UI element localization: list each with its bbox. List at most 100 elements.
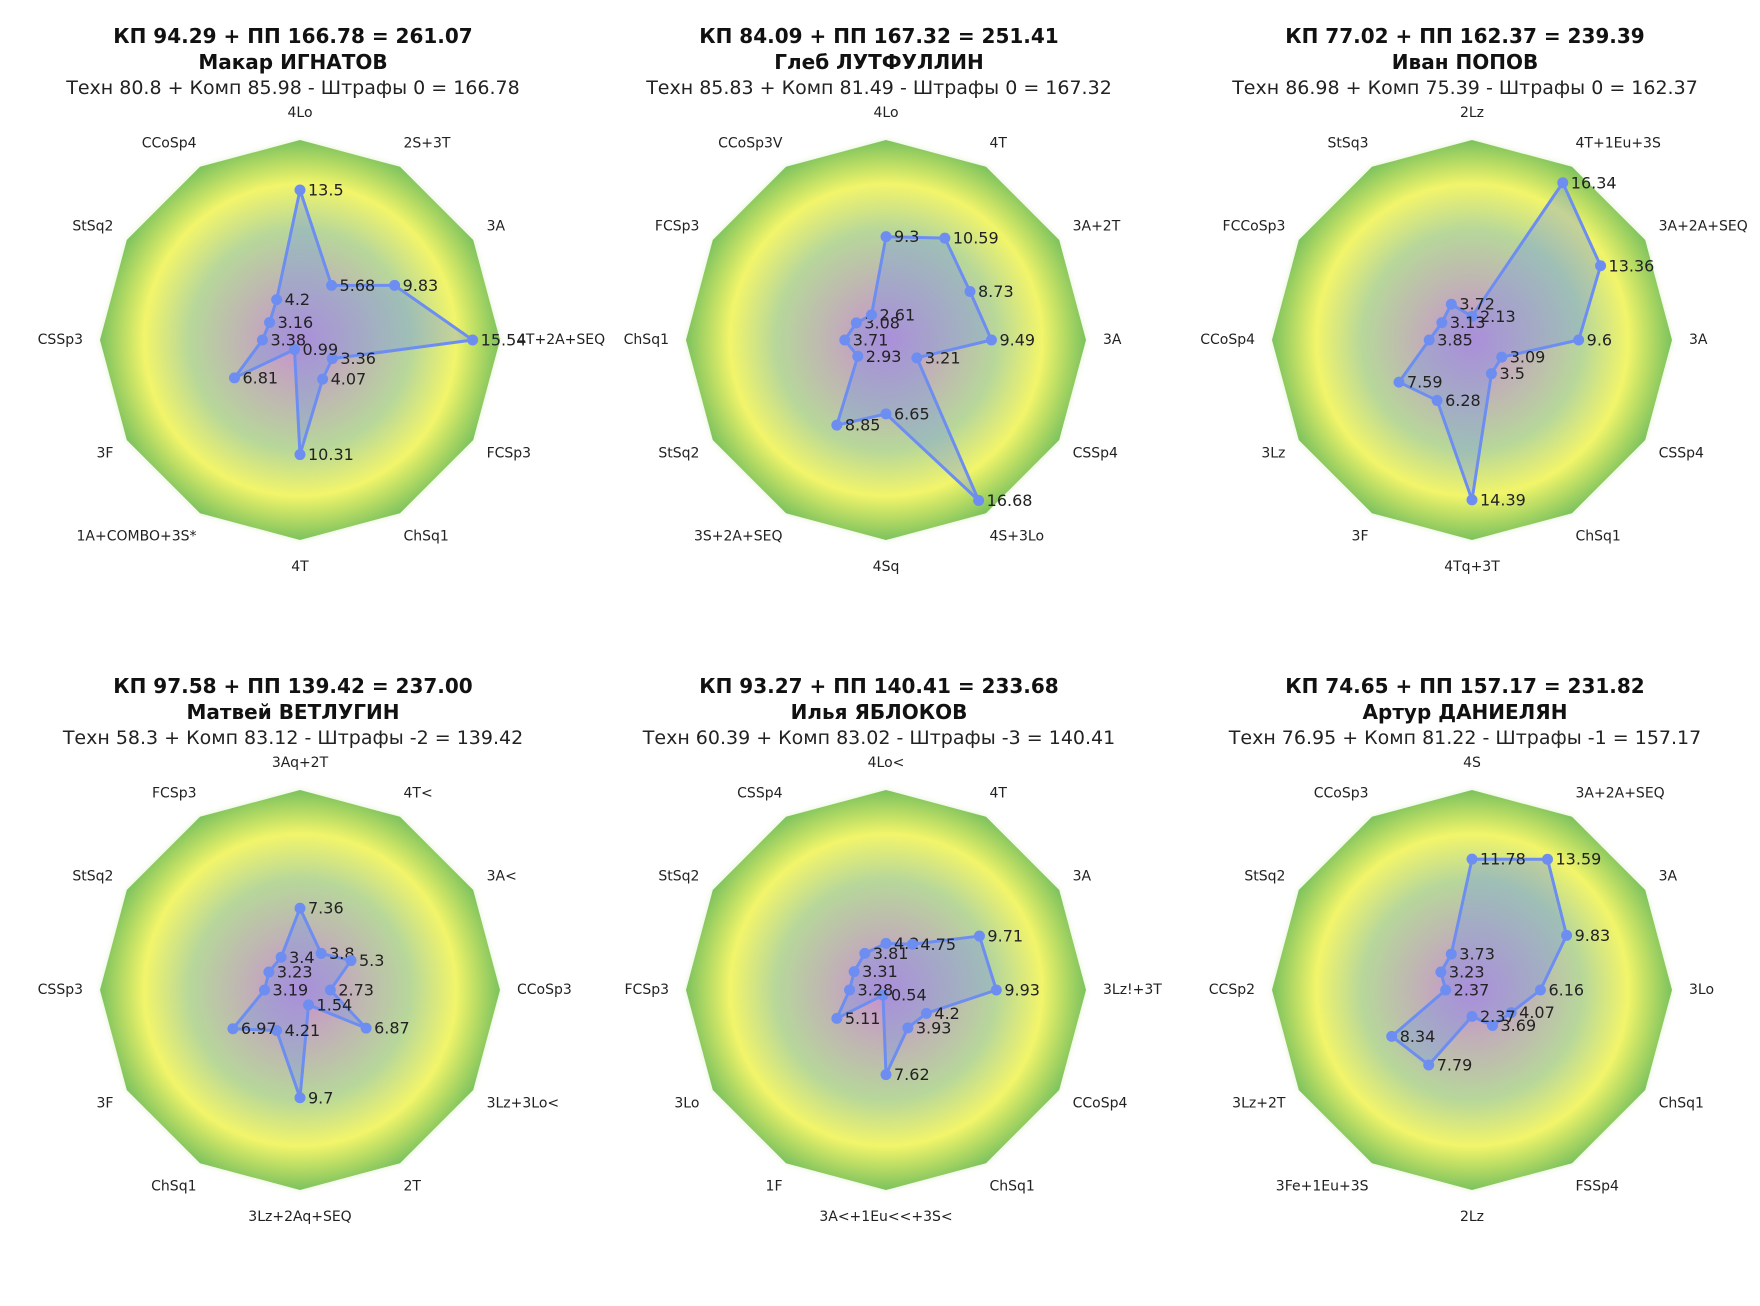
data-label: 2.37	[1480, 1007, 1516, 1026]
data-label: 3.69	[1501, 1016, 1537, 1035]
axis-label: 3Lz!+3T	[1103, 982, 1162, 998]
radar-chart: 7.363.8 5.32.736.871.549.74.216.973.193.2…	[38, 755, 572, 1225]
radar-chart: 2.13 16.34 13.36 9.6 3.093.5 14.39 6.287.59 3.8…	[1200, 105, 1748, 575]
data-point	[256, 334, 268, 346]
data-label: 6.16	[1548, 981, 1584, 1000]
data-label: 13.5	[308, 181, 344, 200]
axis-label: 3A	[1073, 869, 1092, 885]
data-label: 8.34	[1400, 1027, 1436, 1046]
data-label: 7.62	[894, 1065, 930, 1084]
data-label: 3.71	[853, 331, 889, 350]
data-label: 4.75	[920, 935, 956, 954]
data-label: 1.54	[317, 995, 353, 1014]
data-point	[303, 999, 315, 1011]
data-label: 5.68	[340, 276, 376, 295]
axis-label: FCSp3	[655, 219, 700, 235]
axis-label: CSSp3	[38, 332, 83, 348]
skater-name: Артур ДАНИЕЛЯН	[1362, 700, 1568, 724]
data-point	[263, 966, 275, 978]
data-label: 3.73	[1459, 945, 1495, 964]
data-label: 14.39	[1480, 490, 1526, 509]
data-label: 9.49	[999, 331, 1035, 350]
radar-chart-panel: КП 84.09 + ПП 167.32 = 251.41 Глеб ЛУТФУЛ…	[586, 0, 1172, 650]
skater-name: Илья ЯБЛОКОВ	[790, 700, 968, 724]
data-point	[315, 947, 327, 959]
chart-title: КП 97.58 + ПП 139.42 = 237.00	[113, 674, 473, 698]
radar-chart: 11.78 13.599.836.164.073.692.377.798.342.…	[1209, 755, 1714, 1225]
data-point	[294, 184, 306, 196]
data-point	[317, 373, 329, 385]
axis-label: 3Lz+2T	[1232, 1096, 1286, 1112]
score-summary: Техн 86.98 + Комп 75.39 - Штрафы 0 = 162…	[1232, 77, 1698, 99]
data-label: 3.81	[873, 944, 909, 963]
data-point	[839, 334, 851, 346]
axis-label: FSSp4	[1576, 1179, 1619, 1195]
axis-label: 4Lo	[287, 105, 312, 121]
axis-label: StSq2	[658, 869, 699, 885]
radar-chart-panel: КП 74.65 + ПП 157.17 = 231.82 Артур ДАНИЕ…	[1172, 650, 1758, 1300]
data-label: 3.16	[278, 313, 314, 332]
data-label: 4.2	[285, 290, 310, 309]
data-point	[964, 286, 976, 297]
data-point	[1487, 1020, 1498, 1032]
axis-label: 4Lo	[873, 105, 898, 121]
data-point	[831, 1012, 843, 1024]
data-point	[360, 1022, 372, 1034]
data-point	[939, 232, 951, 244]
data-point	[920, 1007, 932, 1019]
axis-label: CCoSp4	[1200, 332, 1255, 348]
axis-label: 4Lo<	[868, 755, 905, 771]
data-point	[1466, 853, 1478, 865]
data-label: 3.19	[273, 981, 309, 1000]
data-point	[911, 352, 923, 364]
data-point	[877, 989, 889, 1001]
score-summary: Техн 76.95 + Комп 81.22 - Штрафы -1 = 15…	[1228, 727, 1702, 749]
axis-label: 3S+2A+SEQ	[694, 529, 783, 545]
axis-label: ChSq1	[990, 1179, 1035, 1195]
data-label: 2.37	[1454, 981, 1490, 1000]
axis-label: 2Lz	[1460, 105, 1484, 121]
data-point	[880, 1069, 892, 1081]
data-point	[1393, 376, 1405, 388]
data-point	[324, 984, 336, 996]
data-label: 7.36	[308, 899, 344, 918]
data-point	[264, 316, 276, 328]
axis-label: 4S	[1463, 755, 1481, 771]
axis-label: 3A	[1689, 332, 1708, 348]
data-point	[294, 902, 306, 914]
axis-label: 3A<	[487, 869, 517, 885]
score-summary: Техн 60.39 + Комп 83.02 - Штрафы -3 = 14…	[642, 727, 1116, 749]
data-label: 16.68	[987, 491, 1033, 510]
axis-label: 2Lz	[1460, 1209, 1484, 1225]
data-label: 7.79	[1437, 1055, 1473, 1074]
data-label: 2.61	[880, 305, 916, 324]
axis-label: CCSp2	[1209, 982, 1255, 998]
data-point	[844, 984, 856, 996]
axis-label: FCCoSp3	[1223, 219, 1286, 235]
axis-label: 3Fe+1Eu+3S	[1276, 1179, 1369, 1195]
chart-title: КП 77.02 + ПП 162.37 = 239.39	[1285, 24, 1645, 48]
radar-background	[100, 790, 500, 1190]
data-label: 3.38	[270, 331, 306, 350]
data-label: 6.87	[374, 1019, 410, 1038]
axis-label: 4Tq+3T	[1444, 559, 1500, 575]
data-label: 3.23	[277, 963, 313, 982]
data-label: 4.2	[934, 1004, 959, 1023]
data-point	[1505, 1007, 1517, 1019]
data-point	[1496, 351, 1508, 363]
axis-label: 4S+3Lo	[990, 529, 1045, 545]
data-label: 9.7	[308, 1088, 333, 1107]
axis-label: 4T<	[404, 785, 433, 801]
axis-label: 3A<+1Eu<<+3S<	[819, 1209, 952, 1225]
data-point	[880, 937, 892, 949]
score-summary: Техн 58.3 + Комп 83.12 - Штрафы -2 = 139…	[62, 727, 524, 749]
data-point	[1386, 1030, 1398, 1042]
data-point	[1466, 1010, 1478, 1022]
radar-chart-panel: КП 94.29 + ПП 166.78 = 261.07 Макар ИГНАТ…	[0, 0, 606, 650]
data-point	[228, 372, 240, 384]
axis-label: StSq2	[658, 446, 699, 462]
chart-title: КП 84.09 + ПП 167.32 = 251.41	[699, 24, 1059, 48]
data-point	[1561, 929, 1573, 941]
data-point	[227, 1023, 239, 1035]
data-point	[1573, 334, 1585, 346]
